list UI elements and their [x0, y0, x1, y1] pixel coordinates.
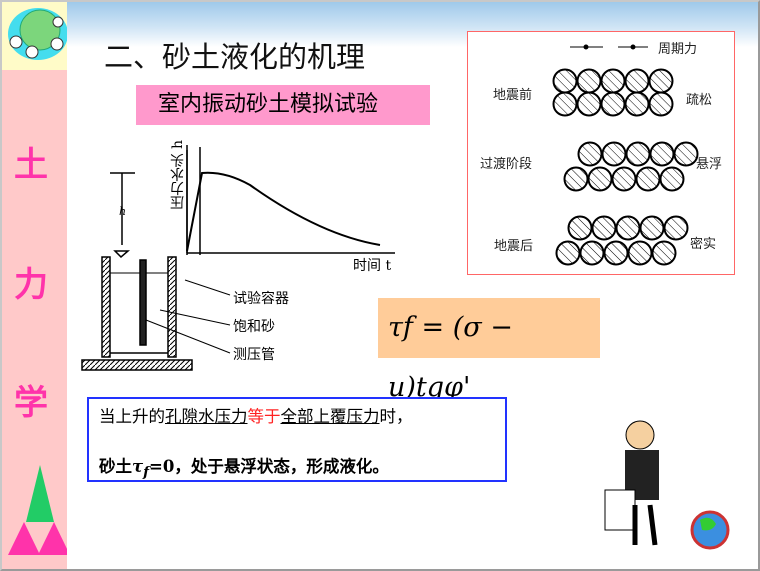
note-text: 当上升的 [99, 407, 165, 426]
state-label: 密实 [690, 237, 717, 252]
sand-particle [651, 240, 677, 266]
stage-label: 地震后 [494, 239, 534, 254]
note-highlight: 等于 [247, 407, 281, 426]
note-text: =0，处于悬浮状态，形成液化。 [149, 457, 389, 476]
tau-subscript: f [143, 464, 150, 481]
liquefaction-note: 当上升的孔隙水压力等于全部上覆压力时， 砂土τf=0，处于悬浮状态，形成液化。 [87, 397, 507, 482]
note-text: 全部上覆压力 [280, 407, 380, 426]
stage-label: 过渡阶段 [480, 157, 533, 172]
sand-particle [648, 91, 674, 117]
sidebar-char: 土 [14, 145, 48, 185]
callout-sand: 饱和砂 [233, 319, 275, 335]
globe-icon [8, 8, 68, 60]
particle-circles [552, 44, 699, 266]
note-text: 砂土 [99, 457, 132, 476]
callout-container: 试验容器 [233, 291, 289, 307]
particle-diagram: 周期力 地震前 疏松 过渡阶段 悬浮 地震后 密实 [467, 31, 735, 275]
state-label: 疏松 [686, 93, 713, 108]
sidebar-char: 力 [14, 265, 48, 305]
note-text: 时， [379, 407, 413, 426]
sand-particle [659, 166, 685, 192]
page-title: 二、砂土液化的机理 [104, 40, 366, 74]
apparatus-diagram [81, 145, 395, 371]
stage-label: 地震前 [493, 88, 533, 103]
note-text: 孔隙水压力 [165, 407, 248, 426]
force-label: 周期力 [658, 42, 698, 57]
h-label: h [119, 205, 127, 218]
globe-clipart [2, 2, 68, 70]
sand-particle [663, 215, 689, 241]
professor-clipart [604, 420, 730, 550]
sidebar-char: 学 [14, 383, 48, 423]
callout-piezometer: 测压管 [233, 347, 275, 363]
x-axis-label: 时间 t [353, 258, 392, 274]
subtitle-box: 室内振动砂土模拟试验 [136, 85, 430, 125]
triangles-decoration [8, 465, 67, 555]
tau-symbol: τ [132, 457, 144, 476]
state-label: 悬浮 [696, 157, 723, 172]
left-sidebar [2, 70, 67, 569]
sand-particle [673, 141, 699, 167]
